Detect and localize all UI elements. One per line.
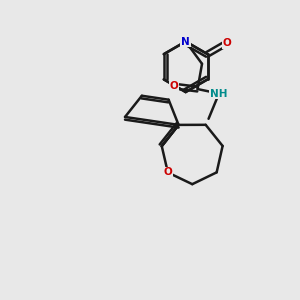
Text: O: O: [169, 81, 178, 91]
Text: O: O: [223, 38, 231, 48]
Text: N: N: [181, 37, 190, 46]
Text: NH: NH: [210, 88, 228, 98]
Text: O: O: [164, 167, 172, 178]
